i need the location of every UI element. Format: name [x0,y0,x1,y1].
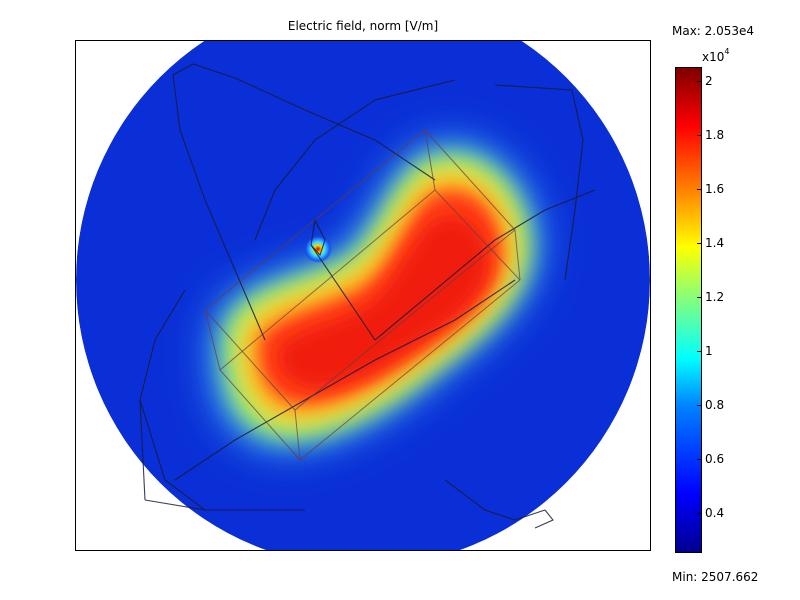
colorbar-tick-label: 0.8 [705,397,725,412]
colorbar-tick-label: 1 [705,343,713,358]
plot-title: Electric field, norm [V/m] [287,19,439,33]
geometry-edges [139,63,596,529]
colorbar-tick [697,297,702,299]
body-wireframe [204,129,521,461]
colorbar-tick-label: 1.6 [705,182,725,197]
colorbar-tick [697,135,702,137]
colorbar-tick [697,81,702,83]
field-plot [75,40,651,551]
colorbar-tick-label: 1.2 [705,290,725,305]
max-value-label: Max: 2.053e4 [672,24,755,38]
field-hotspot [304,235,332,263]
colorbar-tick-label: 0.6 [705,451,725,466]
colorbar-tick-label: 0.4 [705,505,725,520]
min-value-label: Min: 2507.662 [672,570,759,584]
colorbar-tick-label: 1.4 [705,236,725,251]
colorbar [675,67,702,553]
colorbar-tick-label: 1.8 [705,128,725,143]
colorbar-tick [697,189,702,191]
colorbar-tick [697,512,702,514]
colorbar-multiplier: x104 [702,47,730,64]
colorbar-tick [697,350,702,352]
colorbar-tick [697,404,702,406]
colorbar-tick [697,243,702,245]
colorbar-tick [697,458,702,460]
colorbar-tick-label: 2 [705,74,713,89]
